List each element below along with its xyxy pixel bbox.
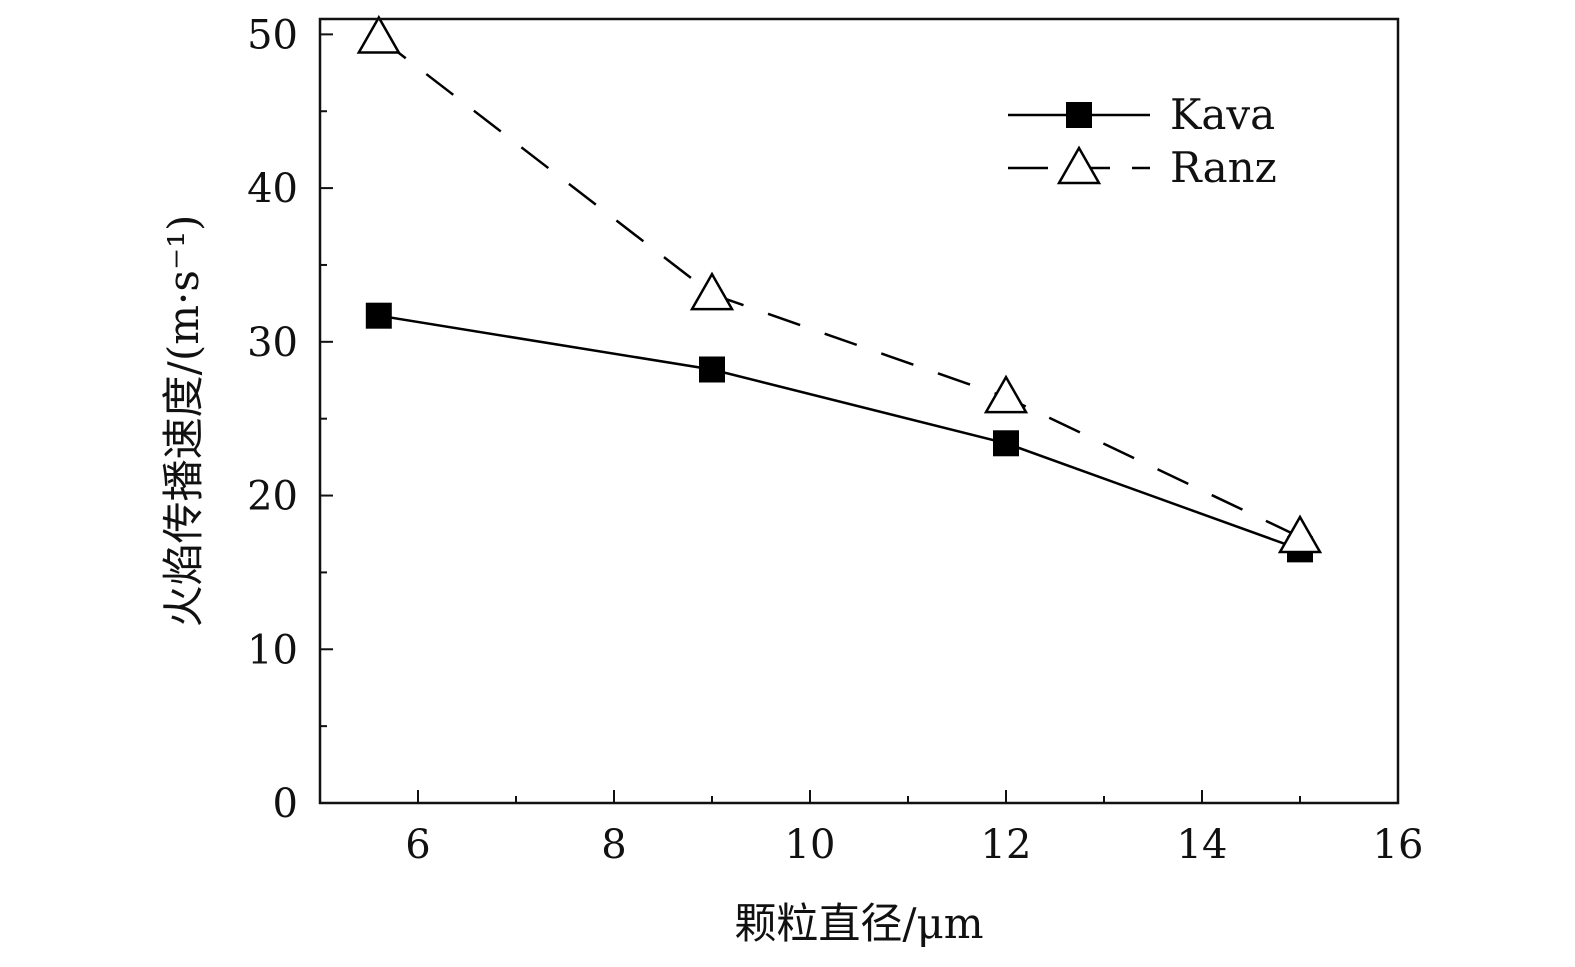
x-tick-label: 14 [1177, 822, 1228, 868]
y-tick-label: 0 [273, 781, 298, 827]
data-point-ranz [983, 374, 1029, 414]
x-axis: 6 8 10 12 14 16 [319, 790, 1424, 868]
legend-marker-ranz [1056, 145, 1102, 185]
y-axis-title: 火焰传播速度/(m·s⁻¹) [159, 215, 208, 628]
plot-marks [356, 14, 1323, 563]
data-point-kava [699, 356, 725, 383]
x-tick-label: 6 [405, 822, 430, 868]
data-point-ranz [689, 271, 735, 311]
series-line-kava [378, 314, 1301, 551]
data-point-ranz [356, 14, 401, 54]
plot-frame [318, 17, 1400, 805]
data-point-ranz [1277, 514, 1323, 554]
y-tick-label: 10 [247, 627, 298, 673]
x-tick-label: 8 [601, 822, 626, 868]
legend-marker-kava [1066, 102, 1092, 128]
y-axis: 0 10 20 30 40 50 [247, 12, 333, 827]
y-tick-label: 40 [247, 166, 298, 212]
y-tick-label: 20 [247, 474, 298, 520]
legend-label-ranz: Ranz [1170, 143, 1277, 192]
series-line-ranz [378, 36, 1301, 539]
x-tick-label: 12 [981, 822, 1032, 868]
x-tick-label: 10 [785, 822, 836, 868]
y-tick-label: 30 [247, 320, 298, 366]
data-point-kava [993, 430, 1019, 457]
legend-label-kava: Kava [1170, 90, 1275, 139]
y-tick-label: 50 [247, 12, 298, 58]
data-point-kava [365, 302, 392, 329]
x-axis-title: 颗粒直径/μm [734, 899, 983, 948]
x-tick-label: 16 [1373, 822, 1424, 868]
